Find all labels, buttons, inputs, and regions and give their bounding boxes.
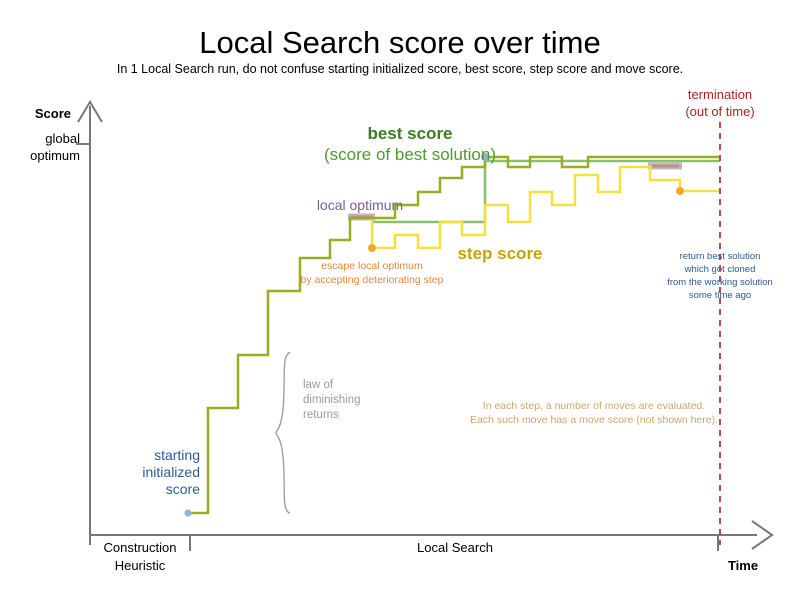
marker-deteriorating-step-1 [368,244,376,252]
series-step-score-yellow [370,165,720,250]
annotation-return-line2: which got cloned [684,264,756,275]
annotation-law-line3: returns [303,409,339,421]
x-phase-local-search: Local Search [417,540,493,555]
annotation-termination-line2: (out of time) [685,104,754,119]
annotation-law-line2: diminishing [303,394,361,406]
x-axis-arrow-icon [751,520,774,550]
annotation-escape-line1: escape local optimum [321,260,423,272]
series-best-score [372,159,720,224]
annotation-return-line4: some time ago [689,290,751,301]
marker-starting-initialized-score [184,509,192,517]
y-axis-title: Score [35,106,71,121]
axis-group [76,100,774,551]
series-step-score-improving [372,155,720,220]
marker-best-solution-cloned [481,153,489,161]
annotation-starting-line2: initialized [142,464,200,480]
page-subtitle: In 1 Local Search run, do not confuse st… [117,62,683,76]
annotation-best-score-sub: (score of best solution) [324,145,496,164]
annotation-law-line1: law of [303,379,334,391]
annotation-return-line3: from the working solution [667,277,773,288]
x-axis-title: Time [728,558,758,573]
x-phase-construction-line2: Heuristic [115,558,166,573]
marker-deteriorating-step-2 [676,187,684,195]
annotation-step-score: step score [457,244,542,263]
annotation-moves-line2: Each such move has a move score (not sho… [470,414,718,426]
y-axis-arrow-icon [77,100,103,123]
annotation-moves-line1: In each step, a number of moves are eval… [483,400,705,412]
annotation-termination-line1: termination [688,87,752,102]
y-tick-label-line1: global [45,131,80,146]
y-tick-label-line2: optimum [30,148,80,163]
annotation-best-score-heading: best score [367,124,452,143]
page-title: Local Search score over time [199,25,600,60]
chart-series-group [184,153,720,517]
annotation-starting-line3: score [166,481,200,497]
annotation-starting-line1: starting [154,447,200,463]
x-phase-construction-line1: Construction [104,540,177,555]
series-step-score-construction [188,216,372,515]
annotation-escape-line2: by accepting deteriorating step [300,274,443,286]
diminishing-returns-brace [275,351,291,514]
annotation-return-line1: return best solution [680,251,761,262]
annotation-local-optimum: local optimum [317,197,403,213]
